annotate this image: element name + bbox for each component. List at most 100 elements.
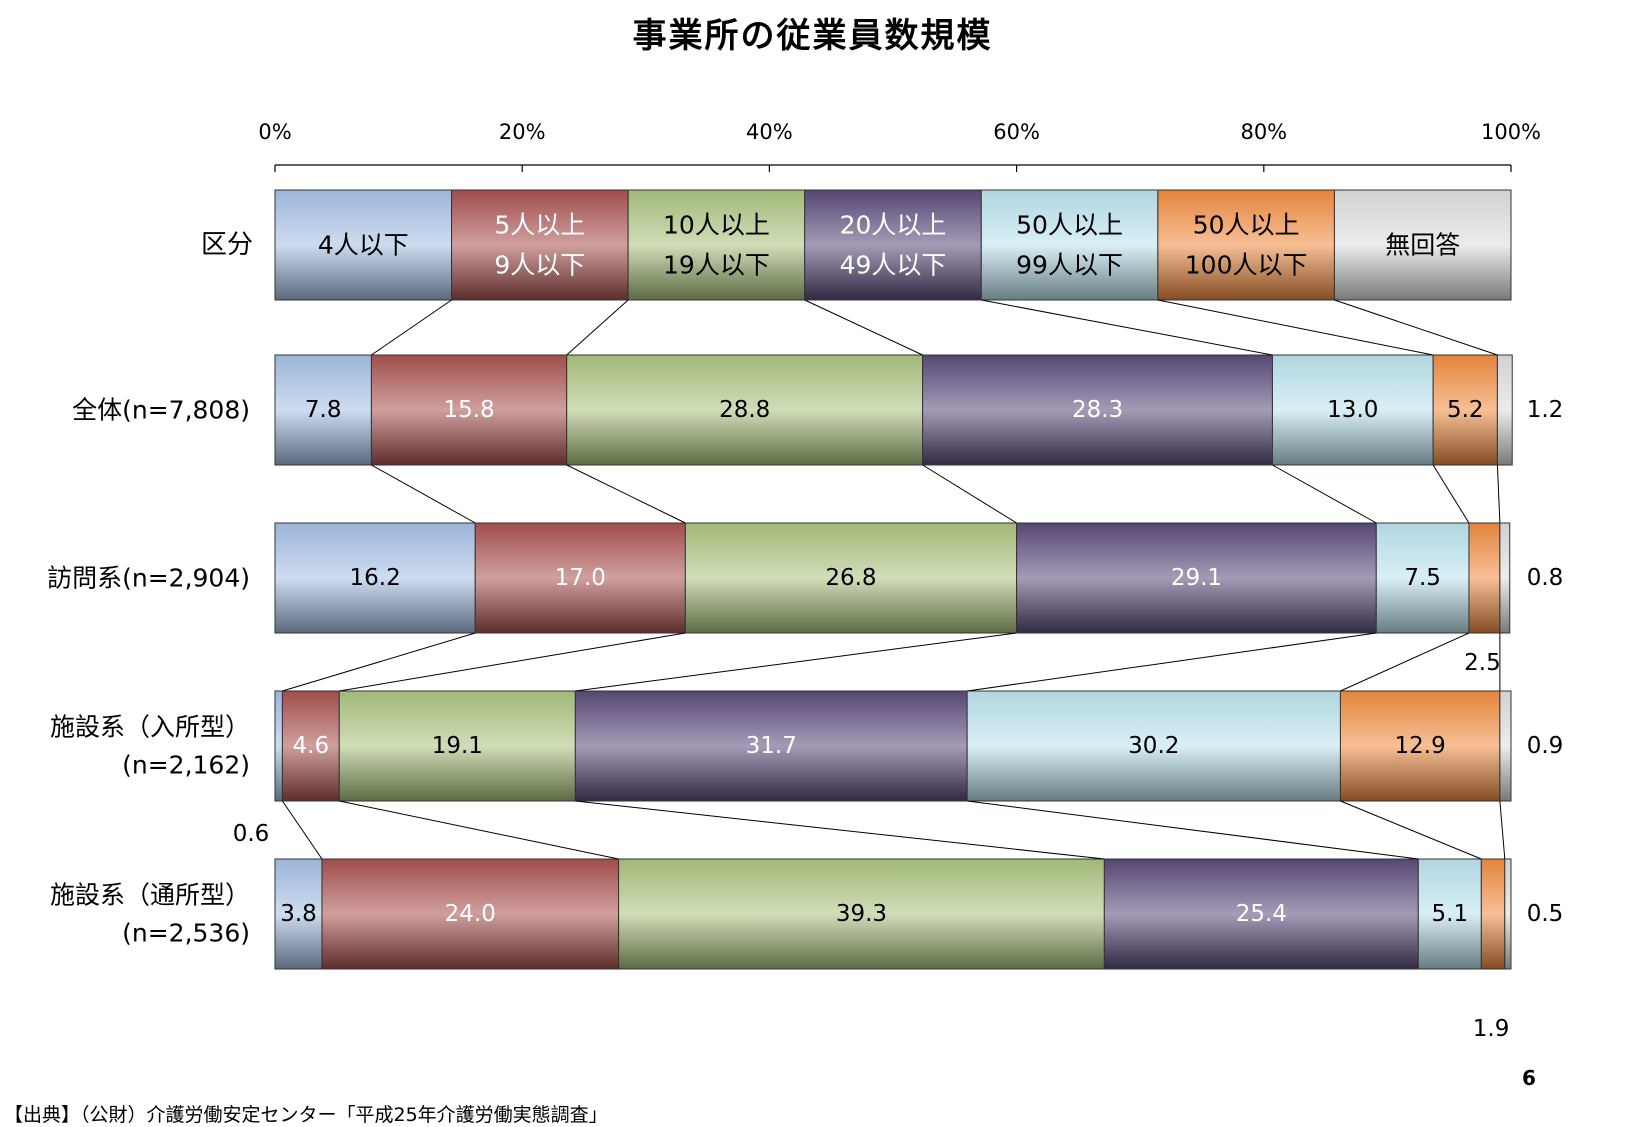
bar-segment — [1499, 522, 1511, 634]
chart-title: 事業所の従業員数規模 — [632, 16, 993, 56]
bar-segment — [1375, 522, 1470, 634]
data-label: 24.0 — [445, 901, 496, 927]
data-label: 19.1 — [432, 733, 483, 759]
bar-segment — [618, 858, 1105, 970]
legend-swatch — [627, 189, 806, 301]
bar-segment — [281, 690, 340, 802]
connector-line — [1496, 464, 1501, 524]
bar-segment — [1339, 690, 1501, 802]
bar-segment — [966, 690, 1341, 802]
bar-segment — [922, 354, 1273, 466]
connector-line — [566, 464, 686, 524]
x-tick-label: 100% — [1481, 120, 1541, 144]
x-tick-label: 40% — [746, 120, 793, 144]
bar-segment — [274, 858, 323, 970]
data-label: 26.8 — [825, 565, 876, 591]
bar-segment — [370, 354, 568, 466]
category-label: 訪問系(n=2,904) — [47, 564, 250, 593]
data-label: 15.8 — [443, 397, 494, 423]
connector-line — [575, 632, 1017, 692]
connector-line — [1340, 800, 1482, 860]
connector-line — [282, 632, 476, 692]
legend-label: 50人以上 — [1016, 211, 1123, 240]
connector-line — [1340, 632, 1470, 692]
data-label: 5.1 — [1432, 901, 1469, 927]
legend-swatch — [980, 189, 1159, 301]
connector-line — [804, 299, 923, 356]
data-label: 0.8 — [1527, 565, 1564, 591]
bar-segment — [1480, 858, 1506, 970]
data-label: 30.2 — [1128, 733, 1179, 759]
x-tick-label: 20% — [499, 120, 546, 144]
legend-row-label: 区分 — [201, 230, 253, 260]
data-label: 7.8 — [305, 397, 342, 423]
data-label: 4.6 — [293, 733, 330, 759]
legend-label: 99人以下 — [1016, 251, 1123, 280]
bar-segment — [321, 858, 620, 970]
connector-line — [981, 299, 1273, 356]
x-tick-label: 80% — [1240, 120, 1287, 144]
data-label: 29.1 — [1171, 565, 1222, 591]
data-label: 0.9 — [1527, 733, 1564, 759]
legend-swatch — [1157, 189, 1335, 301]
legend-label: 4人以下 — [318, 231, 409, 260]
legend-swatch — [451, 189, 629, 301]
connector-line — [575, 800, 1105, 860]
connector-line — [1334, 299, 1498, 356]
bar-segment — [1468, 522, 1501, 634]
data-label: 25.4 — [1236, 901, 1287, 927]
bar-segment — [1499, 690, 1512, 802]
source-note: 【出典】（公財）介護労働安定センター「平成25年介護労働実態調査」 — [4, 1104, 608, 1126]
legend-label: 19人以下 — [663, 251, 770, 280]
connector-line — [566, 299, 629, 356]
legend-label: 100人以下 — [1185, 251, 1308, 280]
bar-segment — [474, 522, 686, 634]
data-label: 2.5 — [1464, 650, 1501, 676]
x-tick-label: 60% — [993, 120, 1040, 144]
category-label: 全体(n=7,808) — [72, 396, 250, 425]
connector-line — [371, 464, 476, 524]
bar-segment — [1016, 522, 1377, 634]
legend-label: 20人以上 — [840, 211, 947, 240]
legend-label: 無回答 — [1385, 231, 1460, 260]
bar-segment — [566, 354, 924, 466]
data-label: 31.7 — [746, 733, 797, 759]
data-label: 5.2 — [1447, 397, 1484, 423]
x-tick-label: 0% — [258, 120, 291, 144]
legend-swatch — [804, 189, 982, 301]
data-label: 13.0 — [1327, 397, 1378, 423]
bar-segment — [338, 690, 576, 802]
legend-swatch — [274, 189, 453, 301]
legend-label: 9人以下 — [494, 251, 585, 280]
bar-segment — [1417, 858, 1482, 970]
page-number: 6 — [1522, 1066, 1536, 1090]
bar-segment — [574, 690, 968, 802]
data-label: 0.6 — [233, 821, 270, 847]
connector-line — [339, 632, 686, 692]
bar-segment — [274, 522, 476, 634]
connector-line — [967, 800, 1419, 860]
connector-line — [1157, 299, 1434, 356]
bar-segment — [684, 522, 1018, 634]
bar-segment — [1496, 354, 1513, 466]
data-label: 7.5 — [1404, 565, 1441, 591]
data-label: 39.3 — [836, 901, 887, 927]
connector-line — [922, 464, 1017, 524]
connector-line — [282, 800, 323, 860]
legend-label: 10人以上 — [663, 211, 770, 240]
data-label: 16.2 — [350, 565, 401, 591]
category-label: (n=2,536) — [122, 919, 250, 948]
legend-swatch — [1333, 189, 1512, 301]
bar-segment — [274, 690, 283, 802]
category-label: 施設系（入所型） — [50, 713, 250, 742]
data-label: 0.5 — [1527, 901, 1564, 927]
category-label: (n=2,162) — [122, 751, 250, 780]
data-label: 17.0 — [555, 565, 606, 591]
legend-label: 49人以下 — [840, 251, 947, 280]
data-label: 1.9 — [1473, 1016, 1510, 1042]
connector-line — [967, 632, 1377, 692]
bar-segment — [274, 354, 372, 466]
connector-line — [1432, 464, 1470, 524]
data-label: 3.8 — [280, 901, 317, 927]
